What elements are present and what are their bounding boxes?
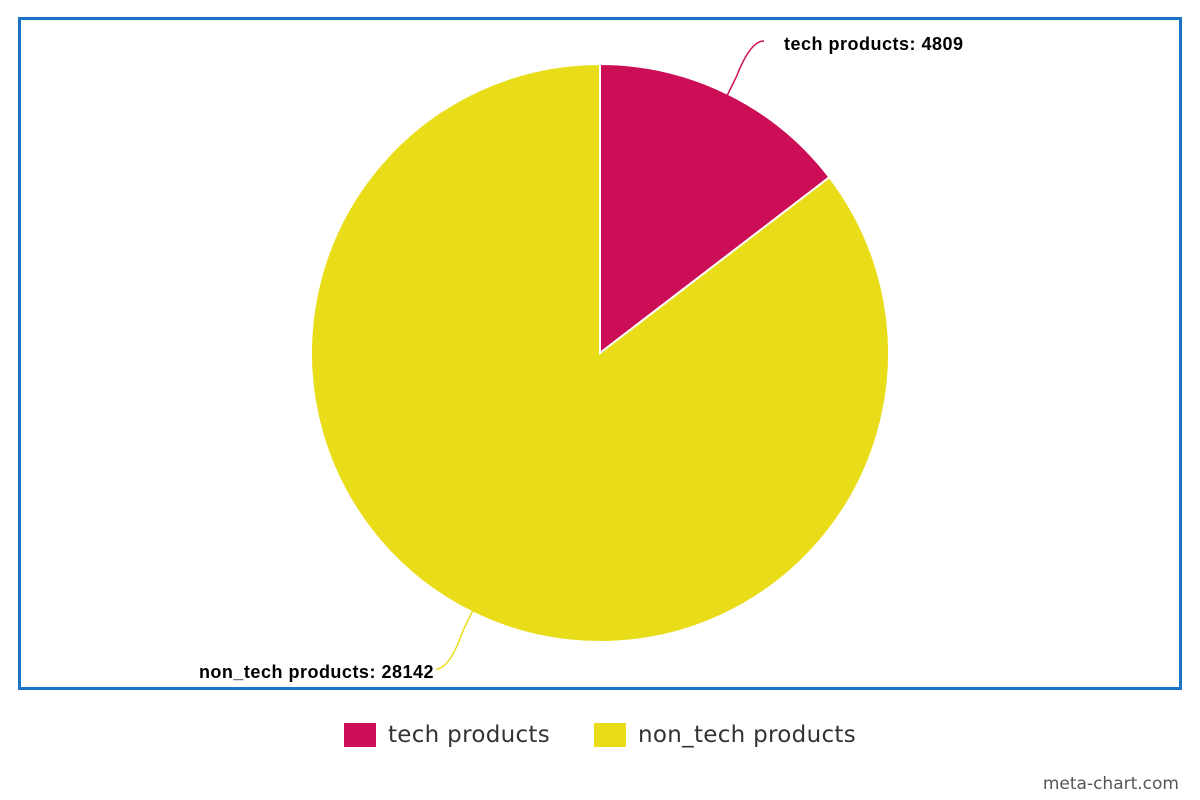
slice-labels: tech products: 4809 non_tech products: 28… [199,34,964,682]
legend-label-non-tech: non_tech products [638,722,857,748]
leader-line-0 [725,40,765,97]
pie-slices [310,62,890,643]
watermark: meta-chart.com [1042,774,1179,794]
legend-swatch-tech [343,723,376,747]
legend-swatch-non-tech [594,723,627,747]
slice-label-0: tech products: 4809 [784,34,964,54]
leader-line-1 [435,609,475,670]
legend-label-tech: tech products [387,722,551,748]
slice-label-1: non_tech products: 28142 [199,662,434,682]
legend-item-non-tech[interactable]: non_tech products [594,722,856,748]
legend-item-tech[interactable]: tech products [343,722,551,748]
leader-lines [435,40,765,670]
legend: tech products non_tech products [0,722,1200,748]
